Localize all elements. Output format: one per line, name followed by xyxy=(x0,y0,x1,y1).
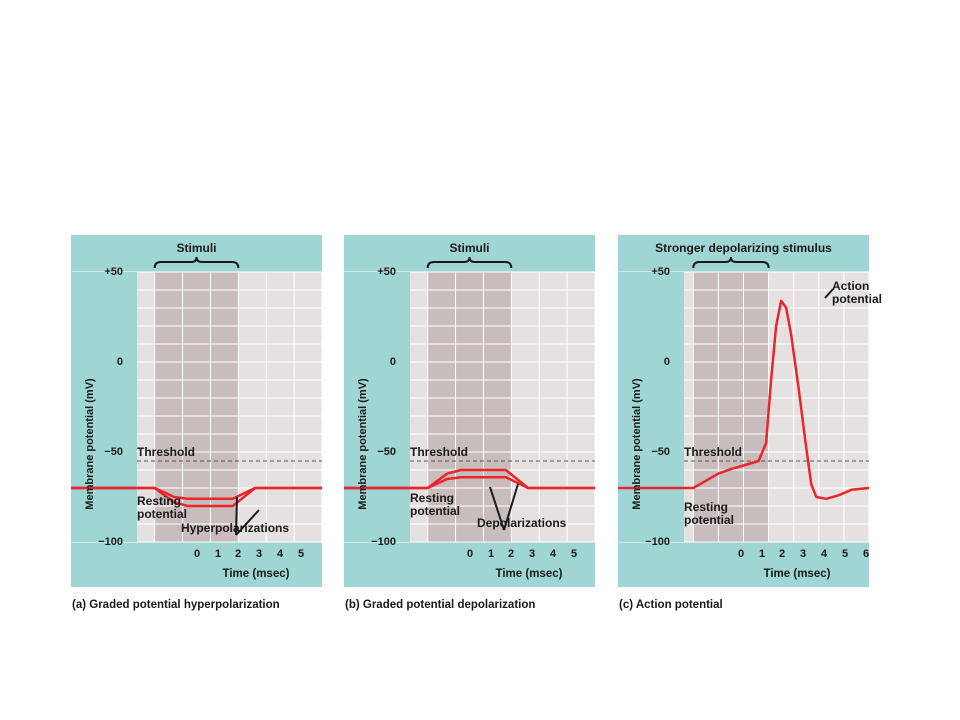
y-tick-label: −50 xyxy=(651,446,670,458)
x-tick-label: 2 xyxy=(507,548,515,560)
y-tick-label: 0 xyxy=(389,356,396,368)
resting-potential-label: Resting potential xyxy=(410,491,460,518)
curve-label: Depolarizations xyxy=(477,516,567,530)
x-tick-label: 6 xyxy=(862,548,870,560)
x-tick-label: 5 xyxy=(297,548,305,560)
stimulus-bracket xyxy=(153,256,240,269)
x-tick-label: 1 xyxy=(758,548,766,560)
x-tick-label: 3 xyxy=(799,548,807,560)
chart-panel-c: Stronger depolarizing stimulus Membrane … xyxy=(617,235,882,587)
resting-potential-label: Resting potential xyxy=(137,494,187,521)
annotation-pointer xyxy=(824,288,834,299)
stimulus-window-shade xyxy=(427,272,512,542)
y-tick-label: −50 xyxy=(104,446,123,458)
chart-b-svg xyxy=(343,256,596,543)
stimulus-window-shade xyxy=(693,272,769,542)
annotation-pointer xyxy=(235,509,260,536)
stimulus-bracket-label: Stimuli xyxy=(176,241,217,255)
x-axis-label: Time (msec) xyxy=(763,568,831,580)
threshold-label: Threshold xyxy=(137,445,196,459)
x-tick-label: 5 xyxy=(570,548,578,560)
annotation-pointer xyxy=(503,483,519,531)
panel-b-caption: (b) Graded potential depolarization xyxy=(345,599,536,611)
y-tick-label: −100 xyxy=(371,536,396,548)
x-axis-label: Time (msec) xyxy=(222,568,290,580)
x-tick-label: 2 xyxy=(234,548,242,560)
y-axis-margin xyxy=(344,272,410,542)
curve-label: Hyperpolarizations xyxy=(181,521,290,535)
series-line xyxy=(344,468,595,490)
x-axis-label: Time (msec) xyxy=(495,568,563,580)
x-tick-label: 2 xyxy=(778,548,786,560)
x-tick-label: 4 xyxy=(276,548,284,560)
x-tick-label: 3 xyxy=(528,548,536,560)
y-tick-label: −50 xyxy=(377,446,396,458)
stimulus-bracket-label: Stronger depolarizing stimulus xyxy=(655,241,832,255)
stimulus-bracket xyxy=(426,256,513,269)
x-tick-label: 1 xyxy=(214,548,222,560)
threshold-label: Threshold xyxy=(684,445,743,459)
chart-panel-a: Stimuli Membrane potential (mV) +50 0 −5… xyxy=(70,235,323,587)
annotation-pointer xyxy=(489,486,505,531)
stimulus-bracket xyxy=(692,256,770,269)
x-tick-label: 0 xyxy=(466,548,474,560)
panel-a-caption: (a) Graded potential hyperpolarization xyxy=(72,599,280,611)
chart-panel-b: Stimuli Membrane potential (mV) +50 0 −5… xyxy=(343,235,596,587)
y-tick-label: +50 xyxy=(104,266,123,278)
x-tick-label: 0 xyxy=(193,548,201,560)
chart-a-svg xyxy=(70,256,323,543)
resting-potential-label: Resting potential xyxy=(684,500,734,527)
y-tick-label: 0 xyxy=(116,356,123,368)
series-line xyxy=(71,486,322,508)
y-tick-label: +50 xyxy=(377,266,396,278)
x-tick-label: 3 xyxy=(255,548,263,560)
x-tick-label: 1 xyxy=(487,548,495,560)
x-tick-label: 0 xyxy=(737,548,745,560)
y-tick-label: −100 xyxy=(645,536,670,548)
x-tick-label: 5 xyxy=(841,548,849,560)
annotation-pointer xyxy=(235,496,238,536)
chart-c-svg xyxy=(617,256,870,543)
y-tick-label: −100 xyxy=(98,536,123,548)
x-tick-label: 4 xyxy=(820,548,828,560)
y-axis-margin xyxy=(71,272,137,542)
y-tick-label: 0 xyxy=(663,356,670,368)
y-tick-label: +50 xyxy=(651,266,670,278)
x-tick-label: 4 xyxy=(549,548,557,560)
panel-c-caption: (c) Action potential xyxy=(619,599,723,611)
stimulus-bracket-label: Stimuli xyxy=(449,241,490,255)
threshold-label: Threshold xyxy=(410,445,469,459)
y-axis-margin xyxy=(618,272,684,542)
action-potential-label: Action potential xyxy=(832,279,882,306)
series-line xyxy=(618,299,870,501)
